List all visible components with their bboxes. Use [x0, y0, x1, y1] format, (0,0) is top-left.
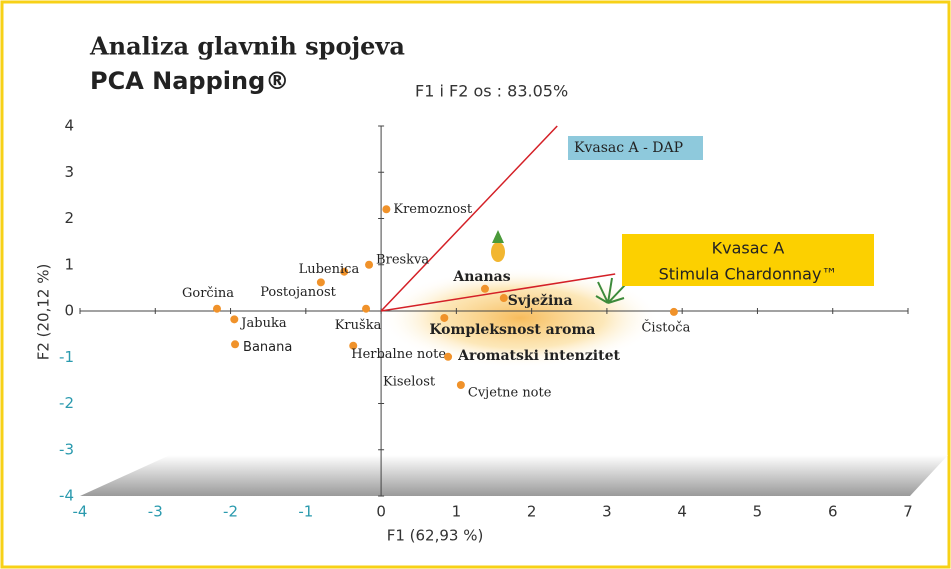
point: [481, 285, 489, 293]
point: [382, 205, 390, 213]
point: [230, 315, 238, 323]
point-label: Gorčina: [182, 286, 234, 301]
x-tick-label: 6: [828, 503, 838, 521]
point-label: Jabuka: [239, 316, 287, 331]
point-label: Kremoznost: [393, 202, 472, 217]
y-tick-label: -2: [59, 394, 74, 412]
point-label: Lubenica: [299, 262, 360, 277]
y-tick-label: -3: [59, 440, 74, 458]
point-label: Kompleksnost aroma: [429, 322, 595, 338]
annotation: Kiselost: [383, 375, 436, 390]
point: [500, 294, 508, 302]
point-label: Aromatski intenzitet: [457, 348, 620, 364]
point: [440, 314, 448, 322]
chart-subtitle: PCA Napping®: [90, 67, 289, 95]
x-tick-label: -1: [298, 503, 313, 521]
point: [444, 353, 452, 361]
floor: [80, 455, 948, 496]
chart-title: Analiza glavnih spojeva: [89, 32, 405, 61]
point: [670, 308, 678, 316]
chart: Analiza glavnih spojeva PCA Napping® F1 …: [0, 0, 951, 569]
point: [231, 340, 239, 348]
y-tick-label: -4: [59, 487, 74, 505]
point-label: Postojanost: [260, 285, 336, 300]
point: [365, 261, 373, 269]
x-axis-label: F1 (62,93 %): [387, 527, 484, 545]
x-tick-label: -2: [223, 503, 238, 521]
point: [213, 305, 221, 313]
y-tick-label: 3: [64, 163, 74, 181]
point-label: Cvjetne note: [468, 386, 552, 401]
y-tick-label: 2: [64, 209, 74, 227]
point-label: Herbalne note: [351, 347, 446, 362]
x-tick-label: -3: [148, 503, 163, 521]
point: [457, 381, 465, 389]
point-label: Banana: [243, 340, 292, 355]
point-label: Svježina: [508, 293, 573, 309]
y-tick-label: 0: [64, 302, 74, 320]
point: [362, 305, 370, 313]
x-tick-label: 3: [602, 503, 612, 521]
x-tick-label: 1: [452, 503, 462, 521]
point-label: Kruška: [335, 318, 382, 333]
point-label: Ananas: [452, 269, 510, 285]
y-axis-label: F2 (20,12 %): [35, 264, 53, 361]
point-label: Breskva: [376, 252, 429, 267]
x-tick-label: -4: [73, 503, 88, 521]
x-tick-label: 4: [677, 503, 687, 521]
x-tick-label: 2: [527, 503, 537, 521]
vector-label: Kvasac A: [712, 239, 785, 258]
point-label: Čistoča: [641, 318, 690, 335]
vector-label: Stimula Chardonnay™: [659, 265, 838, 284]
vector-label: Kvasac A - DAP: [574, 140, 683, 156]
y-tick-label: -1: [59, 348, 74, 366]
y-tick-label: 1: [64, 255, 74, 273]
x-tick-label: 5: [753, 503, 763, 521]
x-tick-label: 0: [376, 503, 386, 521]
x-tick-label: 7: [903, 503, 913, 521]
y-tick-label: 4: [64, 117, 74, 135]
note: F1 i F2 os : 83.05%: [415, 82, 568, 101]
